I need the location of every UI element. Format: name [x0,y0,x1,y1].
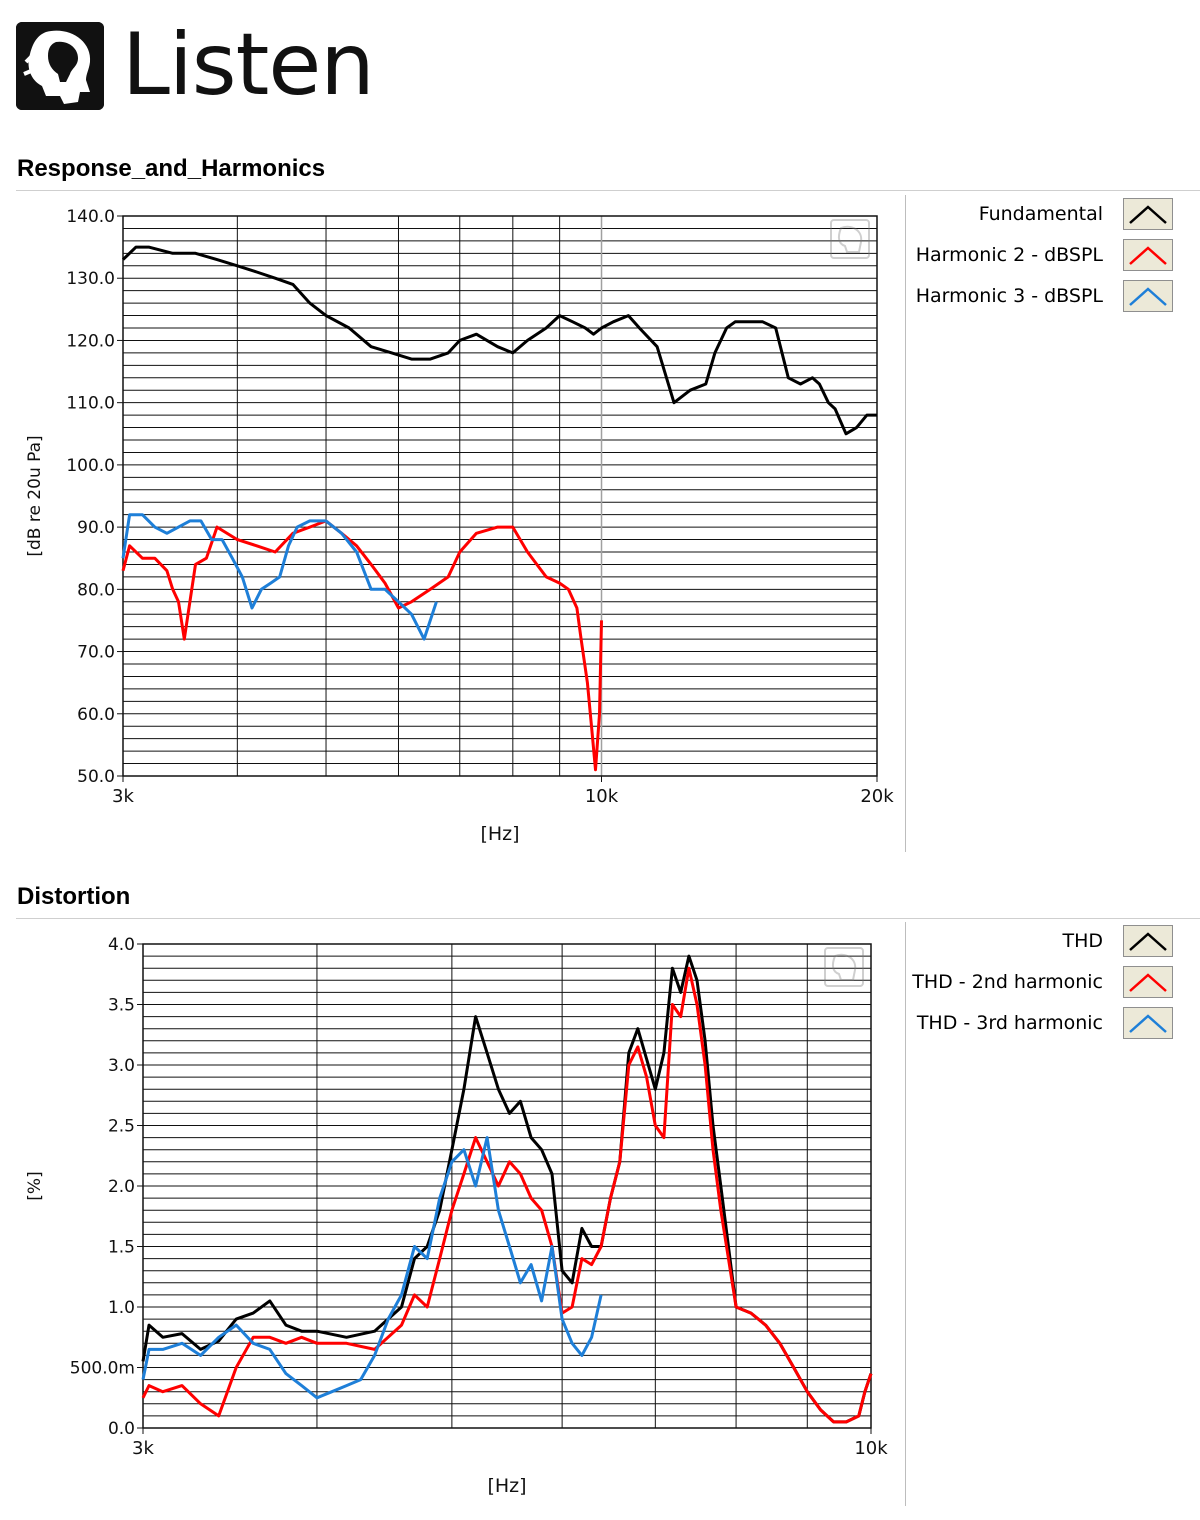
brand-name: Listen [122,15,375,115]
x-axis-label: [Hz] [480,823,519,845]
legend-label: THD [1062,930,1103,952]
legend-swatch-icon[interactable] [1123,925,1173,957]
brand-logo: Listen [16,15,416,115]
legend-swatch-icon[interactable] [1123,280,1173,312]
plot-frame [122,215,878,777]
y-tick-label: 1.5 [108,1238,135,1258]
y-tick-label: 80.0 [77,580,115,600]
y-tick-label: 120.0 [66,331,115,351]
series-line-harmonic-2-dbspl [121,519,603,772]
legend-item-fundamental[interactable]: Fundamental [979,197,1173,231]
legend-item-thd[interactable]: THD [1062,924,1173,958]
y-tick-label: 130.0 [66,269,115,289]
y-axis-label: [%] [25,1171,45,1200]
y-tick-label: 50.0 [77,767,115,787]
series-line-thd-3rd-harmonic [141,1136,603,1400]
panel-response-frame [16,190,1200,853]
legend-swatch-icon[interactable] [1123,239,1173,271]
panel-title-distortion: Distortion [17,883,131,910]
y-tick-label: 90.0 [77,518,115,538]
plot-area [122,215,878,777]
head-silhouette-icon [16,22,104,110]
plot-area [142,943,872,1429]
series-line-harmonic-3-dbspl [121,513,438,641]
y-tick-label: 500.0m [70,1359,135,1379]
x-tick-label: 20k [860,786,894,807]
y-tick-label: 110.0 [66,394,115,414]
distortion-chart: 0.0 500.0m 1.0 1.5 2.0 2.5 3.0 3.5 4.0 3k 10k [Hz] [… [25,935,888,1497]
legend-distortion: THD THD - 2nd harmonic THD - 3rd harmoni… [905,922,1200,1506]
legend-label: THD - 2nd harmonic [912,971,1103,993]
y-tick-label: 100.0 [66,456,115,476]
legend-item-thd-2nd[interactable]: THD - 2nd harmonic [912,965,1173,999]
y-tick-label: 140.0 [66,207,115,227]
y-axis-label: [dB re 20u Pa] [25,435,45,556]
panel-distortion-frame [16,918,1200,1505]
series-line-fundamental [121,245,877,436]
y-tick-label: 2.5 [108,1117,135,1137]
x-tick-label: 3k [112,786,134,807]
y-tick-label: 3.5 [108,996,135,1016]
legend-response: Fundamental Harmonic 2 - dBSPL Harmonic … [905,195,1200,852]
panel-title-response: Response_and_Harmonics [17,155,326,182]
y-tick-label: 60.0 [77,705,115,725]
y-tick-label: 2.0 [108,1177,135,1197]
legend-item-harmonic-2[interactable]: Harmonic 2 - dBSPL [916,238,1173,272]
y-tick-label: 70.0 [77,643,115,663]
series-line-thd-2nd-harmonic [141,966,873,1424]
response-harmonics-chart: 50.0 60.0 70.0 80.0 90.0 100.0 110.0 120.0 130.0… [25,207,894,845]
legend-swatch-icon[interactable] [1123,966,1173,998]
x-tick-label: 10k [585,786,619,807]
x-tick-label: 10k [854,1438,888,1459]
x-tick-label: 3k [132,1438,154,1459]
watermark-icon [830,219,870,259]
legend-swatch-icon[interactable] [1123,198,1173,230]
y-tick-label: 4.0 [108,935,135,955]
legend-label: THD - 3rd harmonic [916,1012,1103,1034]
legend-item-harmonic-3[interactable]: Harmonic 3 - dBSPL [916,279,1173,313]
y-tick-label: 0.0 [108,1419,135,1439]
x-axis-label: [Hz] [487,1475,526,1497]
watermark-icon [824,947,864,987]
y-tick-label: 3.0 [108,1056,135,1076]
legend-swatch-icon[interactable] [1123,1007,1173,1039]
legend-label: Harmonic 3 - dBSPL [915,285,1103,307]
plot-background [123,216,877,776]
legend-label: Fundamental [978,203,1103,225]
legend-label: Harmonic 2 - dBSPL [915,244,1103,266]
legend-item-thd-3rd[interactable]: THD - 3rd harmonic [917,1006,1173,1040]
y-tick-label: 1.0 [108,1298,135,1318]
